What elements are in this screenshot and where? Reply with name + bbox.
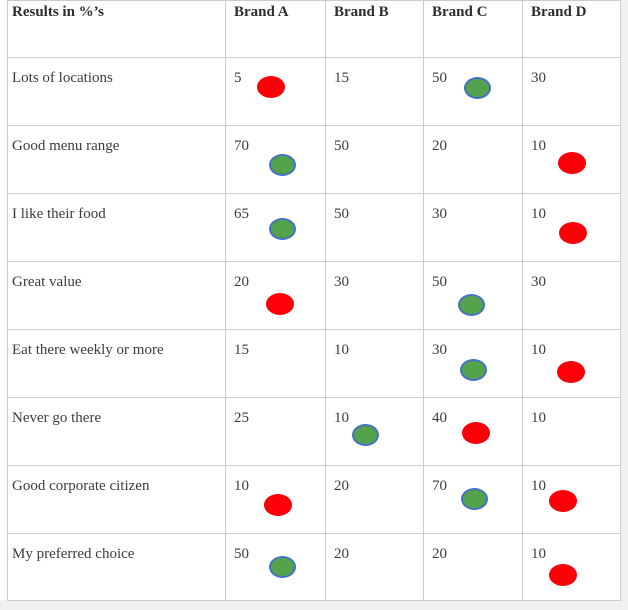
table-cell: 40 xyxy=(424,398,523,466)
cell-value: 30 xyxy=(334,274,349,290)
red-marker-icon xyxy=(549,490,577,512)
red-marker-icon xyxy=(558,152,586,174)
green-marker-icon xyxy=(457,294,485,316)
table-cell: 10 xyxy=(226,466,326,534)
column-header-brand-b: Brand B xyxy=(326,1,424,58)
cell-value: 50 xyxy=(432,70,447,86)
row-label: Never go there xyxy=(8,398,226,466)
row-label: I like their food xyxy=(8,194,226,262)
red-marker-icon xyxy=(264,494,292,516)
table-cell: 65 xyxy=(226,194,326,262)
table-cell: 20 xyxy=(226,262,326,330)
column-header-brand-c: Brand C xyxy=(424,1,523,58)
table-cell: 25 xyxy=(226,398,326,466)
table-cell: 30 xyxy=(523,58,621,126)
green-marker-icon xyxy=(463,77,491,99)
table-cell: 15 xyxy=(326,58,424,126)
row-label: My preferred choice xyxy=(8,534,226,601)
table-cell: 15 xyxy=(226,330,326,398)
table-cell: 70 xyxy=(226,126,326,194)
table-cell: 10 xyxy=(326,398,424,466)
table-cell: 10 xyxy=(523,398,621,466)
green-marker-icon xyxy=(268,154,296,176)
cell-value: 65 xyxy=(234,206,249,222)
cell-value: 15 xyxy=(334,70,349,86)
table-cell: 50 xyxy=(326,126,424,194)
table-cell: 20 xyxy=(424,126,523,194)
table-cell: 10 xyxy=(523,466,621,534)
table-cell: 20 xyxy=(424,534,523,601)
cell-value: 50 xyxy=(234,546,249,562)
row-label: Great value xyxy=(8,262,226,330)
cell-value: 30 xyxy=(531,274,546,290)
row-label: Eat there weekly or more xyxy=(8,330,226,398)
green-marker-icon xyxy=(459,359,487,381)
cell-value: 10 xyxy=(531,546,546,562)
table-cell: 50 xyxy=(424,58,523,126)
table-cell: 5 xyxy=(226,58,326,126)
cell-value: 30 xyxy=(432,206,447,222)
green-marker-icon xyxy=(460,488,488,510)
green-marker-icon xyxy=(268,218,296,240)
cell-value: 50 xyxy=(432,274,447,290)
table-cell: 10 xyxy=(523,126,621,194)
table-cell: 50 xyxy=(326,194,424,262)
green-marker-icon xyxy=(351,424,379,446)
cell-value: 10 xyxy=(531,410,546,426)
row-label: Good corporate citizen xyxy=(8,466,226,534)
table-cell: 20 xyxy=(326,534,424,601)
cell-value: 20 xyxy=(334,478,349,494)
column-header-brand-a: Brand A xyxy=(226,1,326,58)
table-cell: 20 xyxy=(326,466,424,534)
red-marker-icon xyxy=(549,564,577,586)
cell-value: 10 xyxy=(334,410,349,426)
table-cell: 10 xyxy=(523,194,621,262)
cell-value: 25 xyxy=(234,410,249,426)
table-cell: 30 xyxy=(523,262,621,330)
cell-value: 50 xyxy=(334,138,349,154)
table-cell: 50 xyxy=(226,534,326,601)
cell-value: 10 xyxy=(531,138,546,154)
red-marker-icon xyxy=(557,361,585,383)
cell-value: 10 xyxy=(531,342,546,358)
table-cell: 10 xyxy=(523,330,621,398)
green-marker-icon xyxy=(268,556,296,578)
row-label: Lots of locations xyxy=(8,58,226,126)
cell-value: 20 xyxy=(432,546,447,562)
cell-value: 20 xyxy=(432,138,447,154)
results-table: Results in %’s Brand A Brand B Brand C B… xyxy=(7,0,621,601)
cell-value: 20 xyxy=(234,274,249,290)
cell-value: 70 xyxy=(432,478,447,494)
cell-value: 30 xyxy=(432,342,447,358)
cell-value: 10 xyxy=(531,478,546,494)
table-cell: 10 xyxy=(326,330,424,398)
cell-value: 10 xyxy=(334,342,349,358)
red-marker-icon xyxy=(462,422,490,444)
red-marker-icon xyxy=(559,222,587,244)
table-cell: 70 xyxy=(424,466,523,534)
cell-value: 50 xyxy=(334,206,349,222)
table-cell: 30 xyxy=(424,194,523,262)
red-marker-icon xyxy=(266,293,294,315)
table-cell: 10 xyxy=(523,534,621,601)
cell-value: 10 xyxy=(234,478,249,494)
red-marker-icon xyxy=(257,76,285,98)
table-cell: 50 xyxy=(424,262,523,330)
cell-value: 10 xyxy=(531,206,546,222)
cell-value: 5 xyxy=(234,70,242,86)
column-header-brand-d: Brand D xyxy=(523,1,621,58)
cell-value: 40 xyxy=(432,410,447,426)
table-corner-header: Results in %’s xyxy=(8,1,226,58)
cell-value: 15 xyxy=(234,342,249,358)
table-cell: 30 xyxy=(424,330,523,398)
cell-value: 30 xyxy=(531,70,546,86)
row-label: Good menu range xyxy=(8,126,226,194)
cell-value: 70 xyxy=(234,138,249,154)
cell-value: 20 xyxy=(334,546,349,562)
table-cell: 30 xyxy=(326,262,424,330)
